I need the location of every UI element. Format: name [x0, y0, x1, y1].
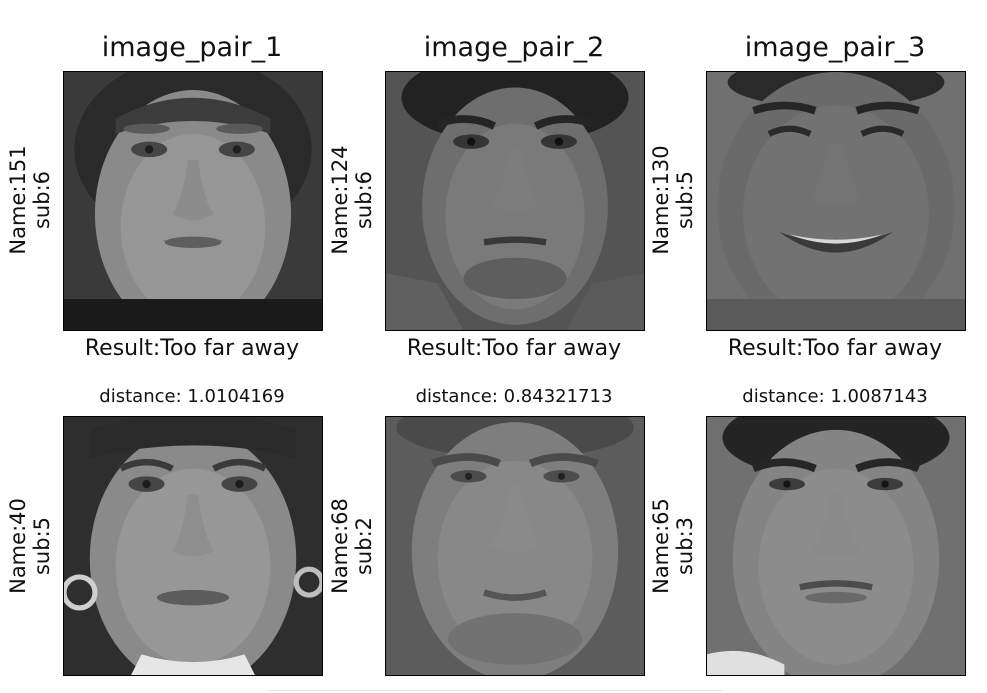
pair-3-top-name: Name:130 [649, 145, 673, 255]
pair-3-top-face-image [706, 71, 966, 331]
pair-3-bottom-label: Name:65 sub:3 [649, 417, 701, 675]
pair-1-bottom-face-image [63, 416, 323, 676]
pair-1-top-sub: sub:6 [30, 170, 54, 230]
pair-3-title: image_pair_3 [744, 32, 926, 63]
pair-2-result: Result:Too far away [406, 336, 622, 361]
pair-1-title: image_pair_1 [101, 32, 283, 63]
pair-3-bottom-name: Name:65 [649, 498, 673, 594]
bottom-divider [268, 690, 723, 691]
pair-1-bottom-sub: sub:5 [30, 516, 54, 576]
pair-2-distance: distance: 0.84321713 [415, 386, 613, 407]
pair-3-result: Result:Too far away [727, 336, 943, 361]
pair-2-top-label: Name:124 sub:6 [328, 71, 380, 329]
pair-2-bottom-name: Name:68 [328, 498, 352, 594]
pair-1-top-name: Name:151 [6, 145, 30, 255]
pair-3-top-label: Name:130 sub:5 [649, 71, 701, 329]
pair-3-distance: distance: 1.0087143 [742, 386, 928, 407]
pair-2-bottom-sub: sub:2 [352, 516, 376, 576]
pair-1-top-label: Name:151 sub:6 [6, 71, 58, 329]
pair-3-bottom-sub: sub:3 [673, 516, 697, 576]
pair-2-bottom-face-image [385, 416, 645, 676]
pair-1-bottom-name: Name:40 [6, 498, 30, 594]
pair-2-title: image_pair_2 [423, 32, 605, 63]
pair-2-bottom-label: Name:68 sub:2 [328, 417, 380, 675]
pair-1-bottom-label: Name:40 sub:5 [6, 417, 58, 675]
pair-1-distance: distance: 1.0104169 [99, 386, 285, 407]
pair-1-result: Result:Too far away [84, 336, 300, 361]
pair-2-top-name: Name:124 [328, 145, 352, 255]
pair-3-bottom-face-image [706, 416, 966, 676]
pair-1-top-face-image [63, 71, 323, 331]
pair-3-top-sub: sub:5 [673, 170, 697, 230]
pair-2-top-sub: sub:6 [352, 170, 376, 230]
pair-2-top-face-image [385, 71, 645, 331]
